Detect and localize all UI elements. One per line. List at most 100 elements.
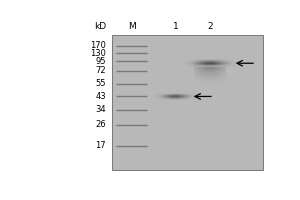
Bar <box>192 63 193 64</box>
Bar <box>186 62 187 63</box>
Bar <box>163 93 164 94</box>
Bar <box>158 99 159 100</box>
Bar <box>190 63 191 64</box>
Bar <box>237 66 238 67</box>
Bar <box>210 79 211 80</box>
Bar <box>195 81 196 82</box>
Bar <box>198 80 199 81</box>
Bar <box>199 64 200 65</box>
Bar <box>180 97 181 98</box>
Bar <box>204 75 205 76</box>
Bar <box>210 72 211 73</box>
Bar <box>196 85 197 86</box>
Bar <box>178 93 179 94</box>
Bar <box>194 66 195 67</box>
Bar <box>204 67 205 68</box>
Bar <box>214 75 215 76</box>
Bar <box>208 63 209 64</box>
Bar <box>195 72 196 73</box>
Bar <box>206 69 207 70</box>
Bar <box>210 71 211 72</box>
Bar <box>202 65 203 66</box>
Bar <box>205 70 206 71</box>
Bar <box>191 60 192 61</box>
Bar <box>224 68 225 69</box>
Bar <box>203 64 204 65</box>
Bar <box>162 94 163 95</box>
Bar <box>193 61 194 62</box>
Bar <box>170 93 171 94</box>
Bar <box>187 64 188 65</box>
Bar <box>212 75 213 76</box>
Bar <box>172 96 173 97</box>
Bar <box>221 68 222 69</box>
Bar <box>197 99 198 100</box>
Bar <box>202 66 203 67</box>
Bar <box>186 64 187 65</box>
Bar <box>202 62 203 63</box>
Bar <box>232 64 233 65</box>
Bar <box>228 64 229 65</box>
Bar <box>215 59 216 60</box>
Bar <box>223 59 224 60</box>
Bar <box>221 60 222 61</box>
Bar <box>237 60 238 61</box>
Bar <box>175 94 176 95</box>
Bar <box>223 83 224 84</box>
Bar <box>211 72 212 73</box>
Bar <box>219 60 220 61</box>
Bar <box>232 65 233 66</box>
Bar <box>221 62 222 63</box>
Bar <box>211 76 212 77</box>
Bar <box>217 77 218 78</box>
Bar <box>216 85 217 86</box>
Bar <box>212 84 213 85</box>
Bar <box>220 64 221 65</box>
Bar <box>203 63 204 64</box>
Bar <box>197 67 198 68</box>
Bar <box>206 65 207 66</box>
Bar <box>202 61 203 62</box>
Bar <box>208 85 209 86</box>
Bar <box>229 65 230 66</box>
Bar <box>200 59 201 60</box>
Text: 1: 1 <box>172 22 178 31</box>
Bar <box>215 65 216 66</box>
Bar <box>195 65 196 66</box>
Bar <box>181 99 182 100</box>
Bar <box>201 63 202 64</box>
Bar <box>194 71 195 72</box>
Bar <box>158 97 159 98</box>
Bar <box>198 59 199 60</box>
Bar <box>207 65 208 66</box>
Bar <box>222 76 223 77</box>
Bar <box>218 69 219 70</box>
Bar <box>195 80 196 81</box>
Bar <box>205 63 206 64</box>
Bar <box>193 60 194 61</box>
Bar <box>190 98 191 99</box>
Bar <box>205 82 206 83</box>
Bar <box>218 76 219 77</box>
Bar <box>197 60 198 61</box>
Bar <box>180 99 181 100</box>
Bar <box>201 85 202 86</box>
Bar <box>214 59 215 60</box>
Bar <box>225 63 226 64</box>
Bar <box>196 70 197 71</box>
Bar <box>162 97 163 98</box>
Bar <box>195 74 196 75</box>
Bar <box>189 93 190 94</box>
Bar <box>200 66 201 67</box>
Bar <box>183 60 184 61</box>
Bar <box>224 75 225 76</box>
Bar <box>218 85 219 86</box>
Bar <box>215 75 216 76</box>
Bar <box>191 96 192 97</box>
Bar <box>205 83 206 84</box>
Bar <box>195 73 196 74</box>
Bar <box>193 95 194 96</box>
Bar <box>190 99 191 100</box>
Bar <box>197 63 198 64</box>
Bar <box>222 64 223 65</box>
